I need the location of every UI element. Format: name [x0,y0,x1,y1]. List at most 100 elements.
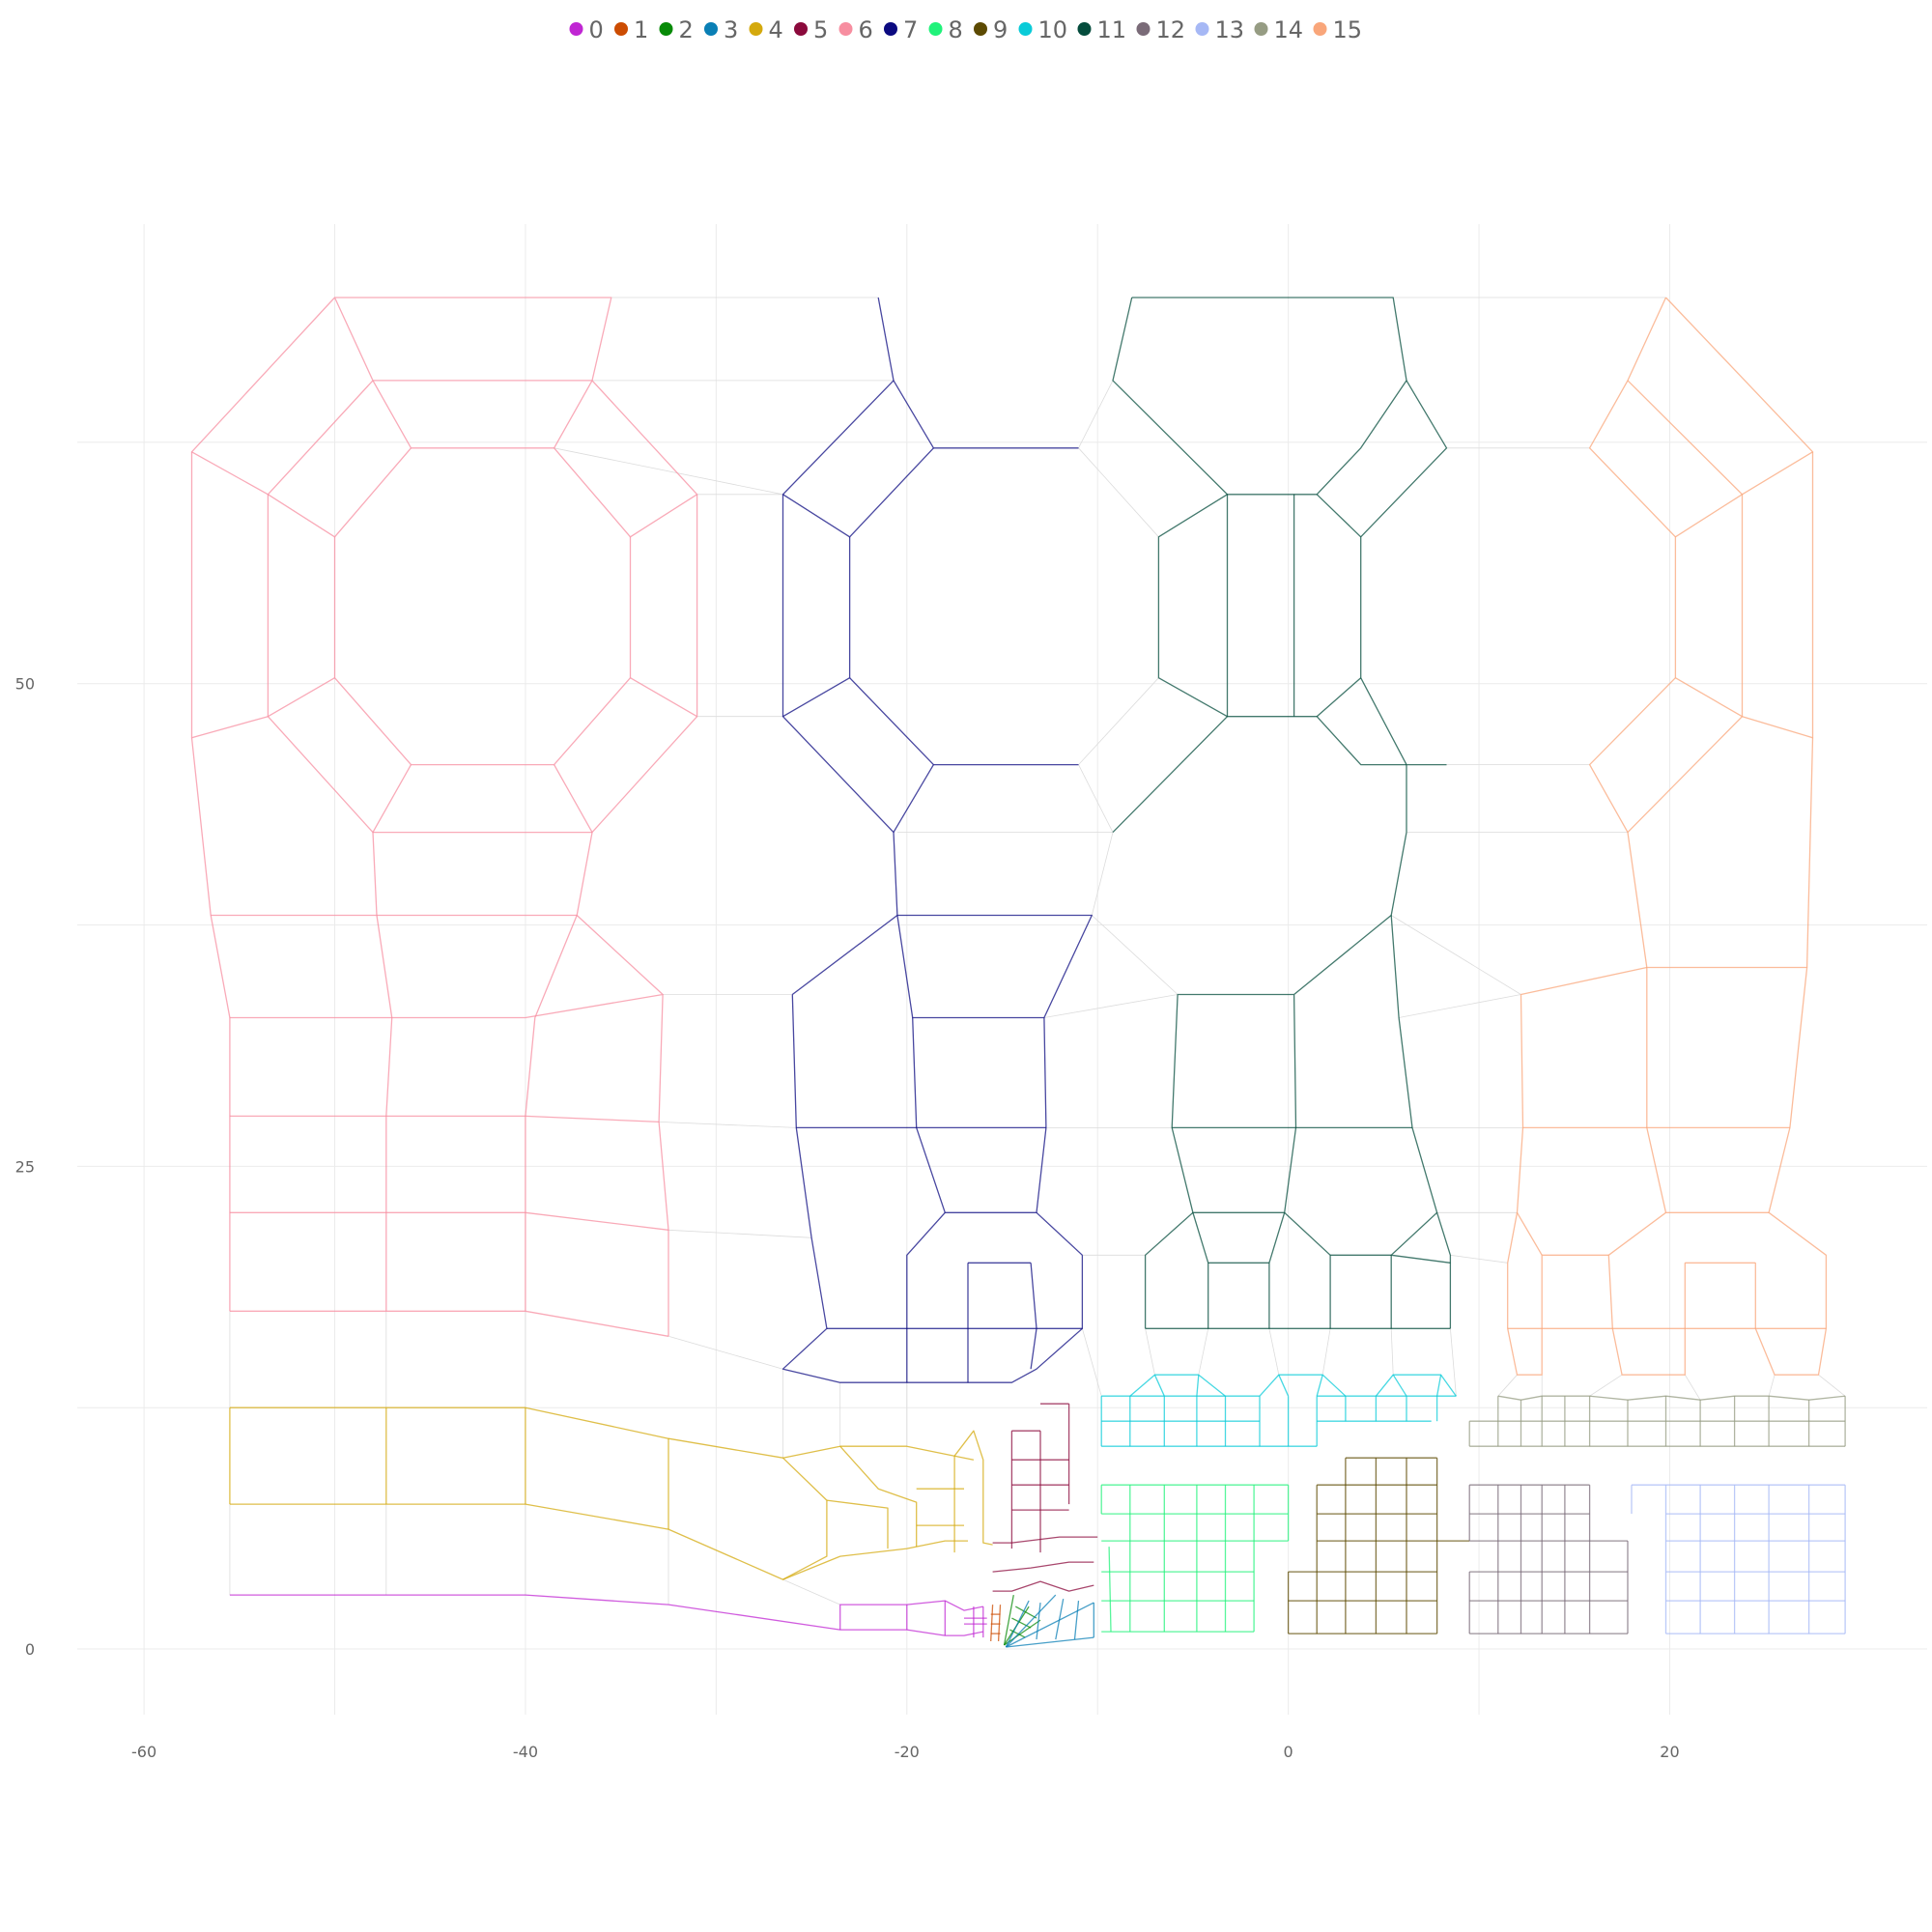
connector-line [1768,1375,1776,1397]
mesh-edge [1627,380,1744,718]
mesh-edge [1665,297,1814,538]
legend-item-12: 12 [1136,16,1185,43]
legend-label: 11 [1097,16,1127,43]
legend-dot [928,22,943,36]
mesh-edge [839,1445,918,1548]
mesh-edge [912,1017,1047,1213]
mesh-edge [1171,832,1407,1213]
mesh-edge [1153,1374,1165,1397]
connector-line [1082,1328,1102,1397]
legend-label: 9 [993,16,1008,43]
mesh-edge [1004,1619,1041,1646]
y-tick-label: 25 [15,1157,35,1176]
mesh-edge [791,914,898,996]
mesh-edge [990,1605,994,1642]
legend-dot [1077,22,1092,36]
mesh-edge [893,764,934,833]
legend-item-10: 10 [1018,16,1067,43]
mesh-edge [896,914,1093,1019]
legend-item-9: 9 [974,16,1008,43]
legend-item-14: 14 [1254,16,1304,43]
legend-dot [704,22,718,36]
mesh-edge [1375,1374,1457,1397]
mesh-group-14 [1468,1395,1846,1447]
legend-dot [794,22,808,36]
mesh-edge [229,1310,669,1337]
legend-label: 5 [813,16,828,43]
mesh-edge [576,832,593,916]
mesh-edge [385,1017,393,1312]
mesh-edge [1507,1254,1609,1376]
connector-line [668,1335,783,1370]
mesh-edge [333,536,632,766]
connector-line [1043,994,1179,1018]
mesh-edge [1003,1594,1014,1646]
mesh-edge [1005,1600,1030,1648]
connector-line [1589,1374,1623,1397]
mesh-edge [1278,1374,1290,1397]
mesh-edge [1360,380,1448,765]
mesh-edge [1435,1375,1442,1397]
mesh-edge [1036,1603,1041,1640]
legend-dot [838,22,853,36]
connector-line [782,1578,840,1605]
legend-dot [569,22,583,36]
connector-line [668,1229,812,1238]
connector-line [1078,677,1159,765]
mesh-edge [1646,967,1667,1213]
legend-item-11: 11 [1077,16,1127,43]
mesh-group-5 [992,1403,1098,1592]
mesh-edge [554,764,593,833]
mesh-group-1 [990,1605,1002,1642]
mesh-edge [782,536,851,718]
mesh-edge [849,677,1079,766]
mesh-group-15 [1507,297,1828,1376]
mesh-edge [1406,763,1447,833]
y-tick-label: 50 [15,675,35,694]
legend-label: 8 [949,16,963,43]
legend-item-6: 6 [838,16,873,43]
mesh-edge [376,915,393,1018]
legend-label: 14 [1274,16,1304,43]
mesh-edge [372,832,378,916]
mesh-group-9 [1287,1457,1470,1634]
legend: 0 1 2 3 4 5 6 7 8 9 10 11 12 13 14 15 [569,16,1363,43]
mesh-edge [229,1503,968,1580]
mesh-edge [1055,1598,1065,1640]
mesh-edge [826,1499,889,1549]
legend-label: 3 [724,16,738,43]
connector-line [1092,915,1179,995]
legend-dot [974,22,987,36]
mesh-group-11 [1112,297,1452,1329]
connector-line [1078,764,1114,833]
mesh-group-0 [229,1594,987,1638]
legend-label: 1 [634,16,648,43]
mesh-edge [1005,1594,1057,1648]
mesh-edge [781,297,898,916]
mesh-edge [781,994,1084,1383]
legend-label: 15 [1333,16,1363,43]
mesh-edge [1009,1629,1026,1638]
mesh-edge [1516,1211,1543,1256]
legend-item-5: 5 [794,16,828,43]
mesh-edge [1112,297,1228,496]
mesh-edge [1129,1374,1226,1397]
connector-line [1390,1328,1394,1376]
legend-label: 4 [769,16,783,43]
mesh-edge [229,1406,975,1461]
connector-line [1390,915,1521,995]
legend-item-7: 7 [884,16,918,43]
mesh-edge [1196,1375,1200,1397]
legend-item-1: 1 [614,16,648,43]
connector-line [1818,1374,1846,1397]
connector-line [1684,1374,1701,1401]
mesh-group-12 [1468,1484,1629,1634]
legend-item-0: 0 [569,16,604,43]
mesh-edge [1144,1211,1194,1329]
mesh-edge [1030,1263,1037,1370]
mesh-group-10 [1100,1374,1457,1447]
connector-line [1321,1328,1331,1376]
legend-dot [614,22,628,36]
mesh-edge [1014,1605,1037,1619]
